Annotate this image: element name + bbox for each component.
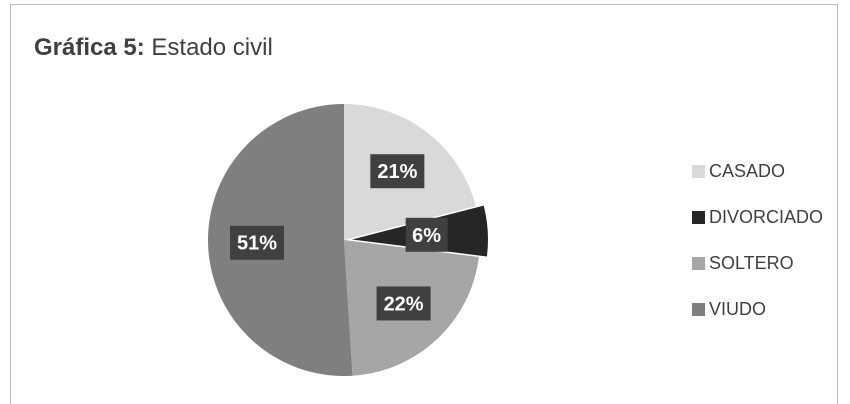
pie-label-divorciado: 6%: [405, 217, 448, 252]
pie-data-labels: 21% 6% 22% 51%: [230, 154, 448, 321]
chart-title: Gráfica 5: Estado civil: [34, 34, 273, 62]
pie-label-text: 51%: [237, 233, 277, 255]
chart-title-text: Estado civil: [151, 34, 273, 61]
legend-label-casado: CASADO: [709, 160, 786, 181]
legend-item-casado: CASADO: [692, 159, 823, 183]
pie-label-text: 6%: [412, 225, 441, 247]
legend-swatch-viudo: [692, 302, 705, 316]
pie-label-box: [405, 217, 448, 252]
chart-title-bold: Gráfica 5:: [34, 34, 145, 61]
legend-label-viudo: VIUDO: [709, 298, 767, 319]
pie-label-viudo: 51%: [230, 225, 285, 260]
chart-legend: CASADO DIVORCIADO SOLTERO VIUDO: [692, 159, 823, 343]
legend-item-viudo: VIUDO: [692, 297, 823, 321]
legend-swatch-casado: [692, 164, 705, 178]
legend-item-divorciado: DIVORCIADO: [692, 205, 823, 229]
pie-label-casado: 21%: [370, 154, 425, 189]
pie-label-box: [376, 286, 431, 321]
pie-label-box: [230, 225, 285, 260]
pie-label-text: 22%: [384, 293, 424, 315]
pie-label-text: 21%: [377, 161, 417, 183]
pie-label-soltero: 22%: [376, 286, 431, 321]
legend-swatch-soltero: [692, 256, 705, 270]
legend-label-soltero: SOLTERO: [709, 252, 794, 273]
legend-item-soltero: SOLTERO: [692, 251, 823, 275]
legend-label-divorciado: DIVORCIADO: [709, 206, 824, 227]
legend-swatch-divorciado: [692, 210, 705, 224]
pie-label-box: [370, 154, 425, 189]
